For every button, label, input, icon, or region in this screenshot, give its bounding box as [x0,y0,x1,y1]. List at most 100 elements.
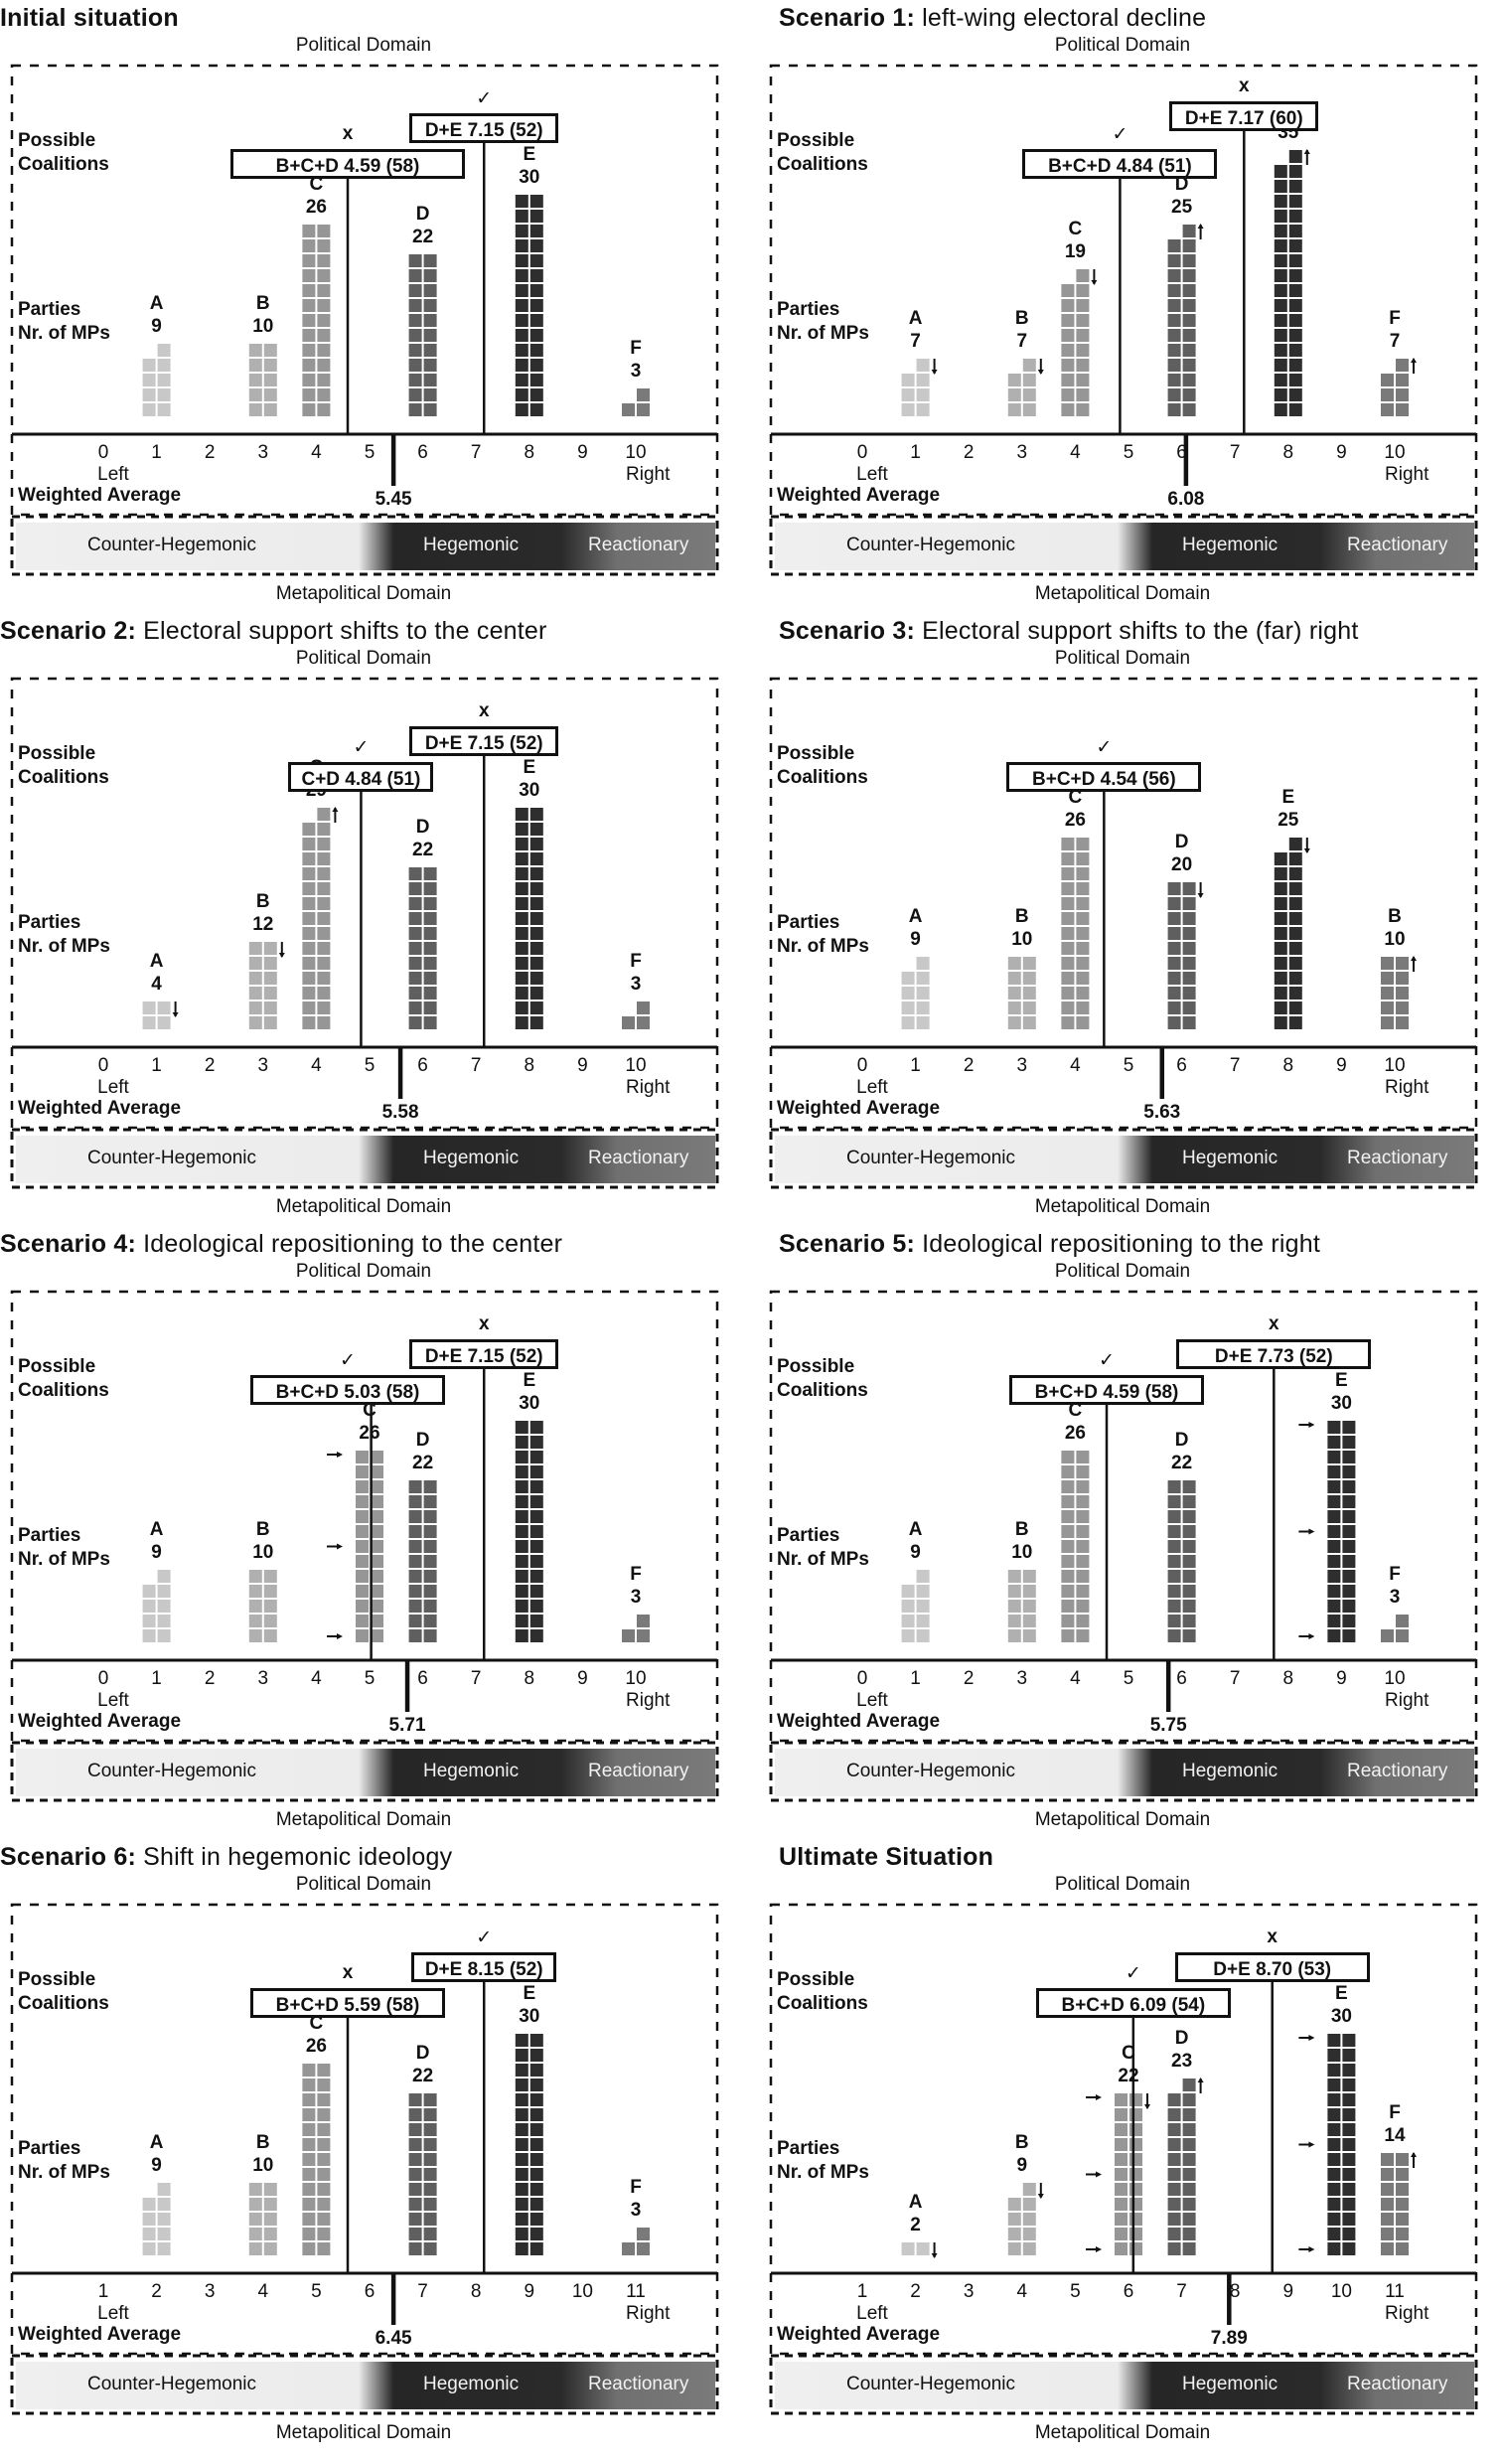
mp-square [302,359,316,372]
axis-tick-label: 4 [1016,2281,1028,2302]
mp-square [317,254,331,267]
mp-square [157,374,171,386]
mp-square [916,972,930,985]
mp-square [515,374,528,386]
arrow-right-icon [1086,2246,1102,2252]
possible-text: Possible [18,130,96,151]
coalition-box: B+C+D 5.03 (58) [250,1375,446,1405]
party-label-C: C 26 [1055,1399,1095,1445]
party-name: B [1388,906,1402,927]
possible-coalitions-label: Possible Coalitions [18,129,109,177]
mp-square [1167,359,1181,372]
arrow-right-icon [1298,2246,1315,2252]
band-hegemonic: Hegemonic [1182,1761,1278,1781]
mp-square [317,867,331,880]
mp-square [408,2198,422,2211]
mp-square [529,912,543,925]
check-icon: ✓ [353,737,370,758]
mp-square [1076,1585,1090,1598]
mp-square [1061,1480,1075,1493]
check-icon: ✓ [1112,124,1128,145]
party-label-B: B 10 [1002,905,1042,951]
arrow-right-icon [1298,2141,1315,2148]
mp-square [1076,374,1090,386]
party-mps: 10 [252,2155,274,2176]
mp-square [515,2213,528,2226]
mp-square [901,2242,915,2255]
mp-square [529,2153,543,2166]
coalitions-text: Coalitions [18,1993,109,2014]
mp-square [1167,403,1181,416]
mp-square [529,867,543,880]
arrow-right-icon [327,1543,343,1550]
mp-square [248,972,262,985]
mp-square [317,2079,331,2091]
mp-square [1327,2123,1341,2136]
mp-square [1022,1585,1036,1598]
mp-square [1007,957,1021,970]
band-reactionary: Reactionary [588,535,689,555]
mp-square [1274,972,1287,985]
mp-square [1061,972,1075,985]
mp-square [1182,388,1196,401]
mp-square [1129,2213,1142,2226]
mp-square [423,2213,437,2226]
check-icon: ✓ [1125,1963,1141,1984]
mp-square [529,1540,543,1553]
parties-mps-label: Parties Nr. of MPs [777,298,869,346]
party-name: B [1014,2132,1029,2153]
mp-square [248,1016,262,1029]
mp-square [1076,1629,1090,1642]
axis-tick-label: 5 [1123,1668,1134,1689]
panel-title: Scenario 4: Ideological repositioning to… [0,1230,562,1259]
mp-square [529,808,543,821]
mp-square [248,1629,262,1642]
mp-square [1396,2183,1409,2196]
mp-square [423,2228,437,2240]
mp-square [1182,1600,1196,1613]
mp-square [1182,1585,1196,1598]
party-label-B: B 10 [1375,905,1415,951]
metapolitical-band: Counter-Hegemonic Hegemonic Reactionary [775,1749,1474,1796]
mp-square [1061,299,1075,312]
mp-square [1061,912,1075,925]
mp-square [317,2108,331,2121]
mp-square [1022,1001,1036,1014]
mp-square [142,2228,156,2240]
mp-square [408,927,422,940]
mp-square [1007,2228,1021,2240]
mp-square [248,1600,262,1613]
mp-square [423,1525,437,1538]
party-label-D: D 23 [1162,2027,1202,2073]
coalition-box: D+E 7.15 (52) [409,726,559,756]
party-mps: 26 [305,197,327,218]
mp-square [1274,987,1287,1000]
mp-square [1288,299,1302,312]
party-name: B [1014,1519,1029,1540]
mp-square [263,1585,277,1598]
axis-tick-label: 2 [910,2281,921,2302]
left-label: Left [97,464,129,485]
mp-square [529,388,543,401]
mp-square [1381,987,1394,1000]
metapolitical-domain-label: Metapolitical Domain [275,583,452,604]
right-label: Right [626,1690,671,1711]
mp-square [529,987,543,1000]
metapolitical-band: Counter-Hegemonic Hegemonic Reactionary [775,1136,1474,1183]
mp-square [1076,1600,1090,1613]
mp-square [1288,150,1302,163]
mp-square [901,1629,915,1642]
mp-square [1167,1480,1181,1493]
scenario-panel-1: Scenario 1: left-wing electoral decline … [759,2,1503,615]
mp-square [1342,2168,1356,2181]
axis-tick-label: 10 [1330,2281,1352,2302]
party-mps: 26 [1064,810,1086,831]
mp-square [1274,912,1287,925]
mp-square [302,1016,316,1029]
metapolitical-band: Counter-Hegemonic Hegemonic Reactionary [16,1136,715,1183]
axis-tick-label: 6 [364,2281,376,2302]
axis-tick-label: 8 [524,1055,535,1076]
coalition-box: B+C+D 4.84 (51) [1022,149,1218,179]
mp-square [515,838,528,850]
